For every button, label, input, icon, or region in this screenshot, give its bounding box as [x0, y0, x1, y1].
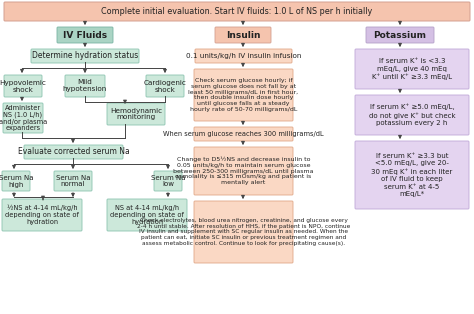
Text: If serum K⁺ is <3.3
mEq/L, give 40 mEq
K⁺ until K⁺ ≥3.3 mEq/L: If serum K⁺ is <3.3 mEq/L, give 40 mEq K… [372, 58, 452, 80]
Text: Check serum glucose hourly; if
serum glucose does not fall by at
least 50 millig: Check serum glucose hourly; if serum glu… [189, 78, 299, 112]
FancyBboxPatch shape [4, 2, 470, 21]
Text: Insulin: Insulin [226, 30, 260, 40]
FancyBboxPatch shape [355, 95, 469, 135]
FancyBboxPatch shape [355, 141, 469, 209]
Text: ½NS at 4-14 mL/kg/h
depending on state of
hydration: ½NS at 4-14 mL/kg/h depending on state o… [5, 205, 79, 225]
FancyBboxPatch shape [24, 145, 123, 159]
FancyBboxPatch shape [194, 201, 293, 263]
FancyBboxPatch shape [366, 27, 434, 43]
Text: Potassium: Potassium [374, 30, 427, 40]
FancyBboxPatch shape [194, 69, 293, 121]
Text: Cardiogenic
shock: Cardiogenic shock [144, 79, 186, 93]
Text: If serum K⁺ ≥3.3 but
<5.0 mEq/L, give 20-
30 mEq K⁺ in each liter
of IV fluid to: If serum K⁺ ≥3.3 but <5.0 mEq/L, give 20… [371, 153, 453, 197]
FancyBboxPatch shape [107, 199, 187, 231]
FancyBboxPatch shape [3, 103, 43, 133]
FancyBboxPatch shape [2, 199, 82, 231]
FancyBboxPatch shape [154, 171, 182, 191]
Text: Hypovolemic
shock: Hypovolemic shock [0, 79, 46, 93]
FancyBboxPatch shape [195, 49, 292, 63]
FancyBboxPatch shape [2, 171, 30, 191]
FancyBboxPatch shape [57, 27, 113, 43]
Text: Check electrolytes, blood urea nitrogen, creatinine, and glucose every
2-4 h unt: Check electrolytes, blood urea nitrogen,… [137, 218, 350, 246]
Text: NS at 4-14 mL/kg/h
depending on state of
hydration: NS at 4-14 mL/kg/h depending on state of… [110, 205, 184, 225]
FancyBboxPatch shape [54, 171, 92, 191]
FancyBboxPatch shape [194, 127, 293, 141]
Text: IV Fluids: IV Fluids [63, 30, 107, 40]
Text: Complete initial evaluation. Start IV fluids: 1.0 L of NS per h initially: Complete initial evaluation. Start IV fl… [101, 7, 373, 16]
FancyBboxPatch shape [215, 27, 271, 43]
Text: Serum Na
low: Serum Na low [151, 175, 185, 187]
Text: Determine hydration status: Determine hydration status [32, 51, 138, 61]
Text: Administer
NS (1.0 L/h)
and/or plasma
expanders: Administer NS (1.0 L/h) and/or plasma ex… [0, 105, 47, 131]
Text: Hemodynamic
monitoring: Hemodynamic monitoring [110, 107, 162, 121]
Text: Change to D5½NS and decrease insulin to
0.05 units/kg/h to maintain serum glucos: Change to D5½NS and decrease insulin to … [173, 157, 314, 185]
Text: If serum K⁺ ≥5.0 mEq/L,
do not give K⁺ but check
potassium every 2 h: If serum K⁺ ≥5.0 mEq/L, do not give K⁺ b… [369, 104, 456, 126]
Text: Serum Na
normal: Serum Na normal [56, 175, 90, 187]
FancyBboxPatch shape [31, 49, 139, 63]
FancyBboxPatch shape [65, 75, 105, 97]
Text: When serum glucose reaches 300 milligrams/dL: When serum glucose reaches 300 milligram… [163, 131, 324, 137]
Text: Mild
hypotension: Mild hypotension [63, 79, 107, 93]
Text: Evaluate corrected serum Na: Evaluate corrected serum Na [18, 148, 129, 156]
Text: 0.1 units/kg/h IV insulin infusion: 0.1 units/kg/h IV insulin infusion [186, 53, 301, 59]
FancyBboxPatch shape [194, 147, 293, 195]
FancyBboxPatch shape [107, 103, 165, 125]
Text: Serum Na
high: Serum Na high [0, 175, 33, 187]
FancyBboxPatch shape [355, 49, 469, 89]
FancyBboxPatch shape [4, 75, 42, 97]
FancyBboxPatch shape [146, 75, 184, 97]
